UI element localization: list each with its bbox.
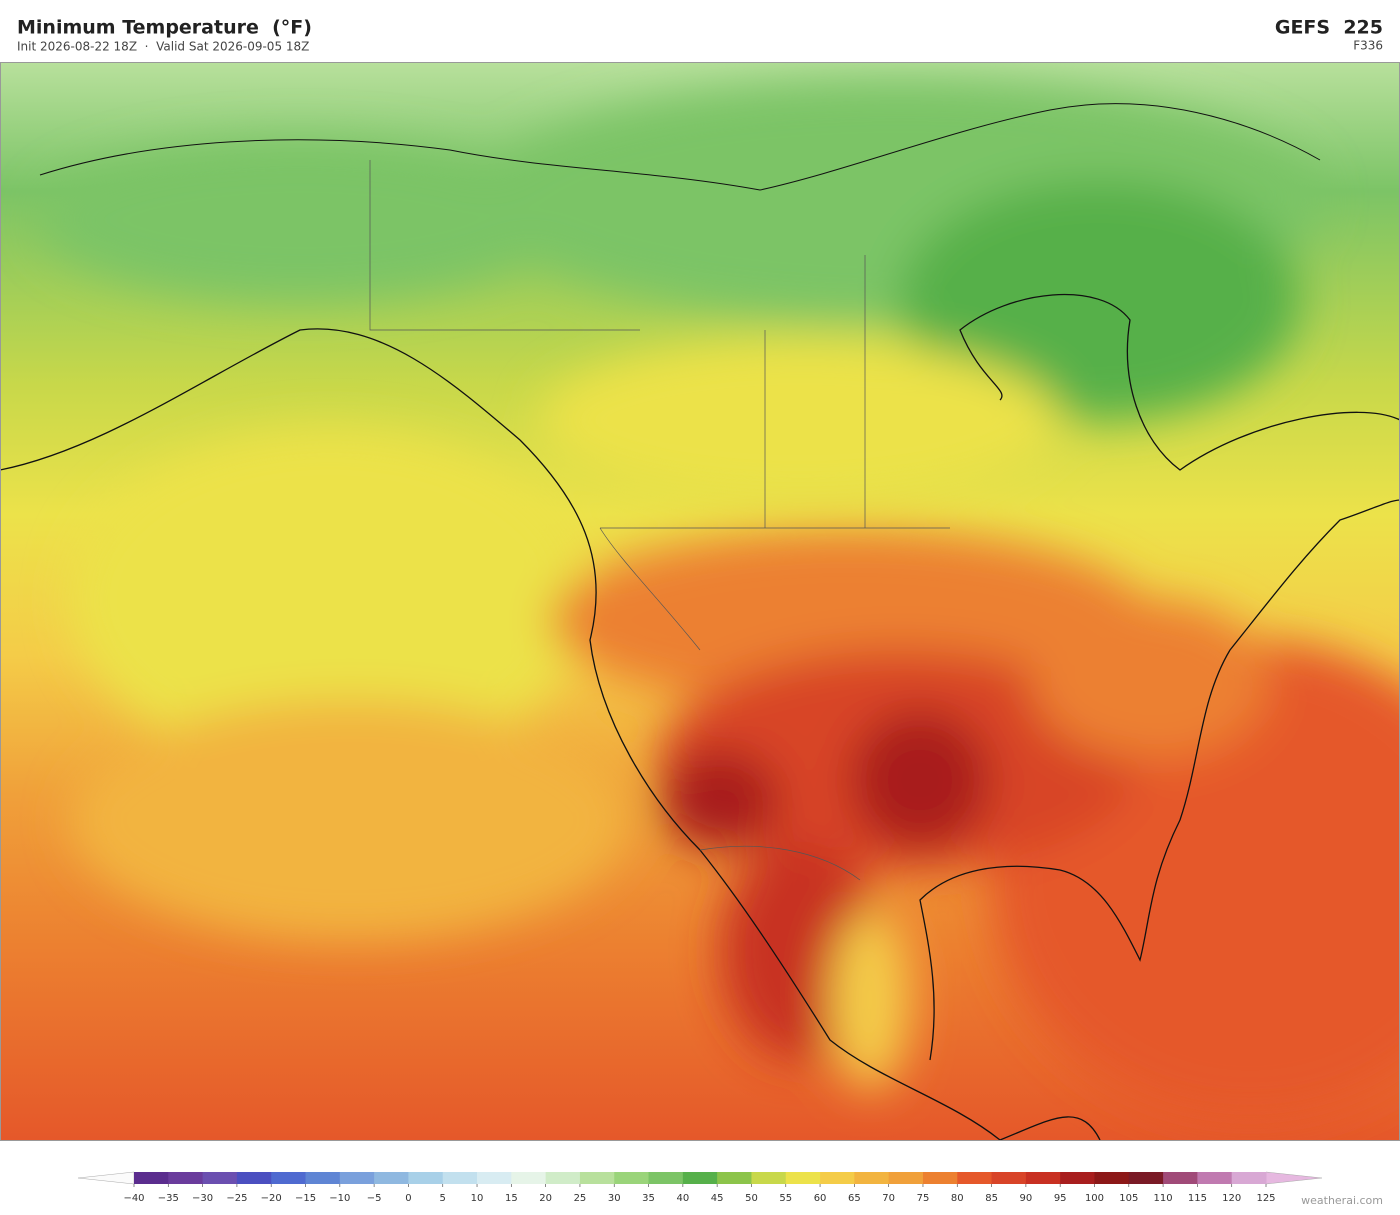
- colorbar-bin: [477, 1172, 512, 1184]
- colorbar-bin: [922, 1172, 958, 1184]
- colorbar-bin: [751, 1172, 787, 1184]
- colorbar-bin: [202, 1172, 238, 1184]
- colorbar-tick-label: 40: [676, 1193, 689, 1204]
- colorbar-bin: [579, 1172, 615, 1184]
- colorbar-tick-label: 50: [745, 1193, 758, 1204]
- colorbar-tick-label: −10: [329, 1193, 350, 1204]
- colorbar-tick-label: −40: [123, 1193, 144, 1204]
- colorbar-tick-label: 80: [951, 1193, 964, 1204]
- colorbar-tick-label: −25: [226, 1193, 247, 1204]
- colorbar-bin: [1231, 1172, 1267, 1184]
- colorbar-bin: [1094, 1172, 1130, 1184]
- colorbar-tick-label: 100: [1085, 1193, 1104, 1204]
- colorbar-tick-label: 35: [642, 1193, 655, 1204]
- colorbar-tick-label: 70: [882, 1193, 895, 1204]
- colorbar-tick-label: 60: [814, 1193, 827, 1204]
- colorbar-tick-label: 110: [1154, 1193, 1173, 1204]
- colorbar-bin: [1197, 1172, 1233, 1184]
- colorbar-bin: [888, 1172, 924, 1184]
- colorbar-bin: [957, 1172, 993, 1184]
- colorbar-extend-high: [1265, 1171, 1323, 1185]
- colorbar-bin: [1163, 1172, 1198, 1184]
- title: Minimum Temperature (°F): [17, 17, 312, 39]
- colorbar-tick-label: 20: [539, 1193, 552, 1204]
- colorbar-bin: [614, 1172, 650, 1184]
- colorbar-tick-label: 0: [405, 1193, 411, 1204]
- colorbar-tick-label: 75: [917, 1193, 930, 1204]
- colorbar-tick-label: −35: [158, 1193, 179, 1204]
- colorbar-tick-label: 25: [574, 1193, 587, 1204]
- colorbar-tick-label: 105: [1119, 1193, 1138, 1204]
- colorbar-tick-label: 30: [608, 1193, 621, 1204]
- model: GEFS 225: [1275, 17, 1383, 39]
- colorbar-tick-label: −20: [261, 1193, 282, 1204]
- colorbar-bin: [374, 1172, 409, 1184]
- colorbar-bin: [682, 1172, 718, 1184]
- colorbar-tick-label: 55: [779, 1193, 792, 1204]
- colorbar-tick-label: 125: [1256, 1193, 1275, 1204]
- colorbar-bin: [339, 1172, 375, 1184]
- colorbar-bin: [408, 1172, 444, 1184]
- header: Minimum Temperature (°F) Init 2026-08-22…: [17, 17, 1383, 54]
- colorbar-bin: [236, 1172, 272, 1184]
- credit: weatherai.com: [1301, 1194, 1383, 1207]
- colorbar-tick-label: 10: [471, 1193, 484, 1204]
- colorbar-tick-label: 65: [848, 1193, 861, 1204]
- arctic-coastline: [39, 103, 1321, 191]
- colorbar-bin: [511, 1172, 547, 1184]
- colorbar-tick-label: −30: [192, 1193, 213, 1204]
- colorbar-bin: [305, 1172, 341, 1184]
- colorbar-tick-label: 95: [1054, 1193, 1067, 1204]
- coastline: [0, 293, 1400, 1140]
- colorbar-tick-label: 115: [1188, 1193, 1207, 1204]
- colorbar-tick-label: 90: [1020, 1193, 1033, 1204]
- colorbar-tick-label: 85: [985, 1193, 998, 1204]
- colorbar-bin: [545, 1172, 581, 1184]
- colorbar-bin: [1060, 1172, 1095, 1184]
- colorbar-bin: [991, 1172, 1027, 1184]
- colorbar: −40 −35 −30 −25 −20 −15 −10 −5 0 5 10 15 20 25 30 35 40 4…: [77, 1171, 1323, 1204]
- forecast-hour: F336: [1353, 39, 1383, 53]
- colorbar-bin: [134, 1172, 169, 1184]
- colorbar-bin: [854, 1172, 890, 1184]
- colorbar-bin: [1128, 1172, 1164, 1184]
- colorbar-extend-low: [77, 1171, 135, 1185]
- colorbar-tick-label: 5: [440, 1193, 446, 1204]
- borders: [369, 160, 950, 881]
- colorbar-bin: [648, 1172, 684, 1184]
- colorbar-tick-label: −15: [295, 1193, 316, 1204]
- map: [0, 62, 1400, 1140]
- colorbar-bin: [785, 1172, 821, 1184]
- colorbar-tick-label: 15: [505, 1193, 518, 1204]
- colorbar-bin: [717, 1172, 752, 1184]
- colorbar-bin: [1025, 1172, 1061, 1184]
- subtitle: Init 2026-08-22 18Z · Valid Sat 2026-09-…: [17, 40, 309, 54]
- colorbar-bin: [820, 1172, 855, 1184]
- temperature-field: [40, 80, 1400, 1120]
- colorbar-tick-label: 120: [1222, 1193, 1241, 1204]
- colorbar-bin: [168, 1172, 204, 1184]
- colorbar-bin: [442, 1172, 478, 1184]
- colorbar-bin: [271, 1172, 307, 1184]
- colorbar-tick-label: 45: [711, 1193, 724, 1204]
- colorbar-tick-label: −5: [367, 1193, 382, 1204]
